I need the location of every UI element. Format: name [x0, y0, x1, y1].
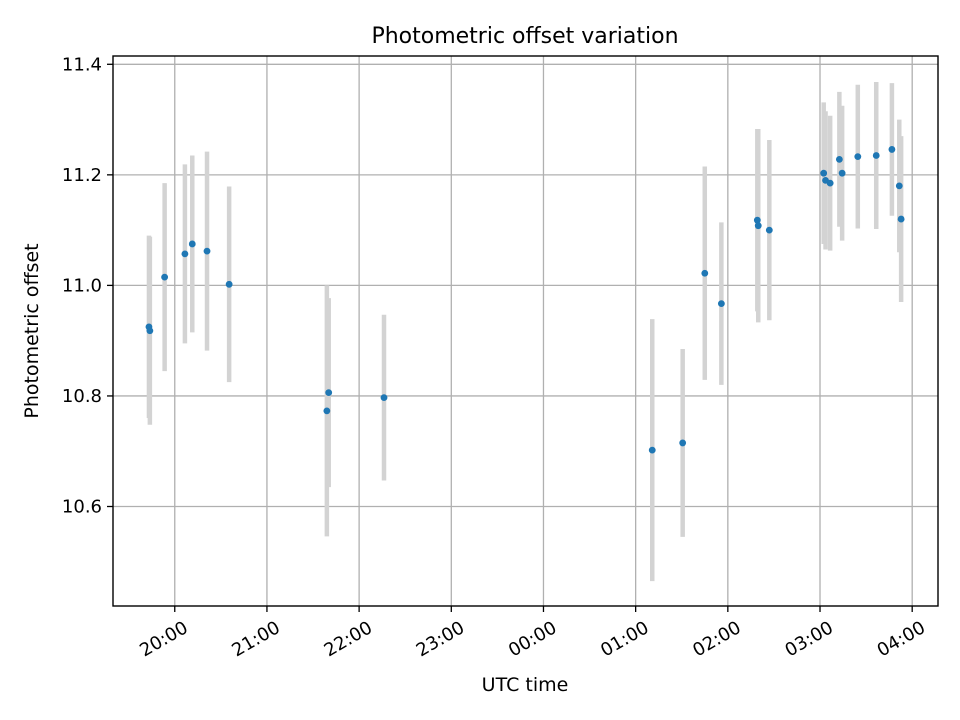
data-point	[188, 240, 196, 248]
data-point	[161, 273, 169, 281]
chart-title: Photometric offset variation	[371, 24, 678, 49]
data-point	[648, 446, 656, 454]
grid	[113, 56, 938, 606]
data-point	[181, 250, 189, 258]
data-point	[380, 394, 388, 402]
data-point	[203, 247, 211, 255]
data-points	[145, 146, 905, 454]
data-point	[854, 153, 862, 161]
data-point	[754, 222, 762, 230]
data-point	[872, 152, 880, 159]
data-point	[888, 146, 896, 153]
data-point	[701, 269, 709, 277]
data-point	[835, 155, 843, 163]
y-tick-label: 11.4	[62, 54, 102, 75]
x-axis-label: UTC time	[482, 674, 569, 696]
data-point	[838, 169, 846, 177]
data-point	[717, 300, 725, 308]
data-point	[323, 407, 331, 415]
data-point	[679, 439, 687, 447]
y-tick-label: 11.0	[62, 275, 102, 296]
data-point	[765, 226, 773, 234]
y-axis-label: Photometric offset	[21, 243, 43, 418]
y-tick-label: 10.6	[62, 497, 102, 518]
data-point	[753, 216, 761, 224]
data-point	[897, 215, 905, 223]
y-tick-label: 11.2	[62, 165, 102, 186]
data-point	[895, 182, 903, 190]
data-point	[146, 327, 154, 335]
data-point	[225, 280, 233, 288]
plot-frame	[112, 55, 939, 607]
y-tick-label: 10.8	[62, 386, 102, 407]
data-point	[826, 179, 834, 187]
data-point	[325, 389, 333, 397]
data-point	[820, 169, 828, 177]
